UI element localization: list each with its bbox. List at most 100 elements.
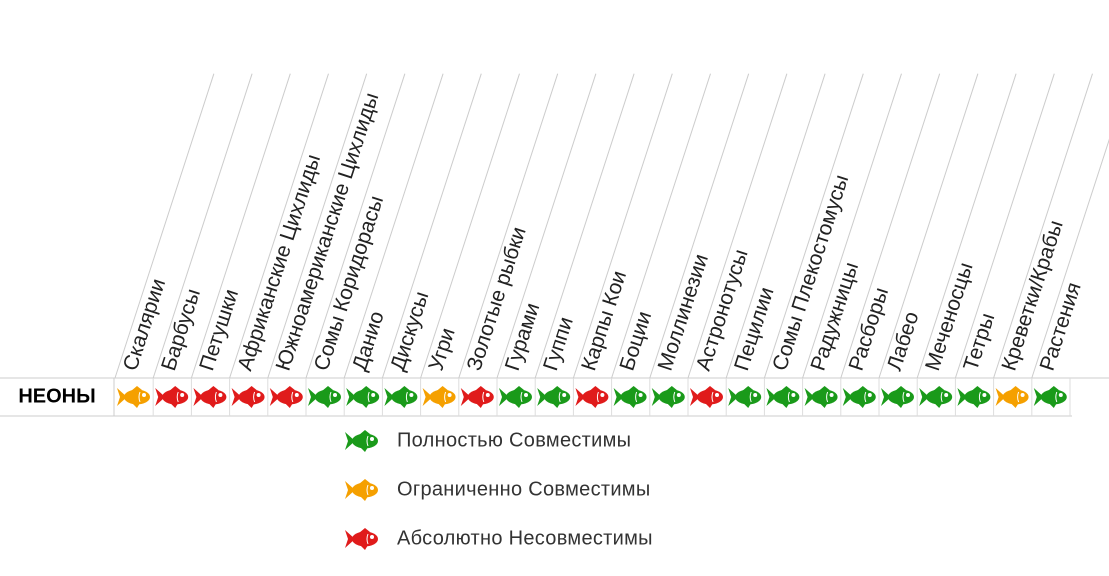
column-guide: [916, 73, 1017, 379]
column-label: Лабео: [883, 309, 924, 374]
fish-gill: [405, 391, 408, 403]
compatibility-icon: [193, 386, 227, 408]
column-guide: [305, 73, 406, 379]
fish-eye: [562, 393, 567, 397]
fish-tail: [422, 388, 433, 406]
fish-tail: [345, 432, 355, 450]
fish-gill: [366, 533, 369, 545]
fish-tail: [345, 481, 355, 499]
fish-gill: [366, 484, 369, 496]
fish-gill: [291, 391, 294, 403]
fish-eye: [715, 393, 719, 397]
legend-label: Ограниченно Совместимы: [397, 478, 651, 500]
fish-eye: [371, 393, 376, 397]
fish-body: [888, 389, 914, 405]
fish-eye: [218, 393, 223, 397]
compatibility-icon: [728, 386, 762, 408]
fish-tail: [537, 388, 548, 406]
fish-eye: [485, 393, 490, 397]
column-guide: [649, 73, 750, 379]
column-guide: [687, 73, 788, 379]
fish-gill: [902, 391, 905, 403]
column-guide: [420, 73, 520, 379]
fish-tail: [842, 388, 853, 406]
compatibility-icon: [231, 386, 265, 408]
fish-tail: [651, 388, 662, 406]
compatibility-icon: [422, 386, 456, 408]
fish-body: [200, 389, 227, 405]
fish-gill: [253, 391, 256, 403]
fish-body: [315, 389, 341, 405]
fish-body: [773, 389, 800, 405]
column-guide: [993, 73, 1093, 379]
fish-eye: [753, 393, 758, 397]
compatibility-icon: [269, 386, 303, 408]
fish-body: [926, 389, 953, 405]
row-label: НЕОНЫ: [18, 385, 95, 407]
column-guide: [152, 73, 253, 379]
fish-eye: [600, 393, 605, 397]
fish-gill: [749, 391, 752, 403]
legend-label: Абсолютно Несовместимы: [397, 527, 653, 549]
compatibility-icon: [499, 386, 532, 408]
fish-gill: [787, 391, 790, 403]
fish-tail: [766, 388, 777, 406]
fish-body: [276, 389, 303, 405]
fish-gill: [940, 391, 943, 403]
fish-tail: [804, 388, 815, 406]
fish-tail: [384, 388, 395, 406]
column-guide: [343, 73, 444, 379]
fish-body: [238, 389, 265, 405]
fish-body: [353, 389, 380, 405]
column-guide: [611, 73, 711, 379]
fish-body: [1040, 389, 1067, 405]
fish-gill: [366, 435, 369, 447]
column-label: Данио: [348, 308, 389, 373]
fish-tail: [613, 388, 624, 406]
fish-body: [811, 389, 838, 405]
column-guide: [763, 73, 864, 379]
compatibility-icon: [384, 386, 418, 408]
column-guide: [572, 73, 673, 379]
fish-body: [849, 389, 876, 405]
column-guide: [802, 73, 902, 379]
fish-tail: [269, 388, 280, 406]
fish-body: [391, 389, 418, 405]
compatibility-icon: [957, 386, 991, 408]
fish-tail: [575, 388, 586, 406]
fish-gill: [978, 391, 981, 403]
fish-tail: [346, 388, 357, 406]
fish-body: [620, 389, 647, 405]
legend-label: Полностью Совместимы: [397, 429, 631, 451]
fish-eye: [944, 393, 949, 397]
fish-tail: [117, 388, 127, 406]
fish-body: [582, 389, 609, 405]
column-label: Угри: [424, 325, 459, 373]
column-guide: [114, 73, 215, 379]
fish-body: [544, 389, 571, 405]
fish-tail: [995, 388, 1006, 406]
fish-eye: [180, 393, 185, 397]
compatibility-icon: [537, 386, 571, 408]
fish-eye: [142, 393, 146, 397]
compatibility-icon: [575, 386, 609, 408]
fish-gill: [444, 391, 447, 403]
fish-gill: [635, 391, 638, 403]
fish-tail: [460, 388, 471, 406]
fish-eye: [370, 486, 374, 490]
column-label: Гуппи: [539, 314, 578, 373]
compatibility-icon: [1033, 386, 1067, 408]
fish-eye: [524, 393, 528, 397]
compatibility-icon: [804, 386, 838, 408]
fish-eye: [409, 393, 414, 397]
fish-eye: [1058, 393, 1063, 397]
fish-body: [467, 389, 494, 405]
column-guide: [267, 73, 368, 379]
fish-body: [352, 482, 378, 498]
fish-body: [658, 389, 685, 405]
compatibility-icon: [460, 386, 494, 408]
column-guide: [954, 73, 1055, 379]
fish-gill: [558, 391, 561, 403]
fish-tail: [193, 388, 204, 406]
fish-eye: [638, 393, 643, 397]
